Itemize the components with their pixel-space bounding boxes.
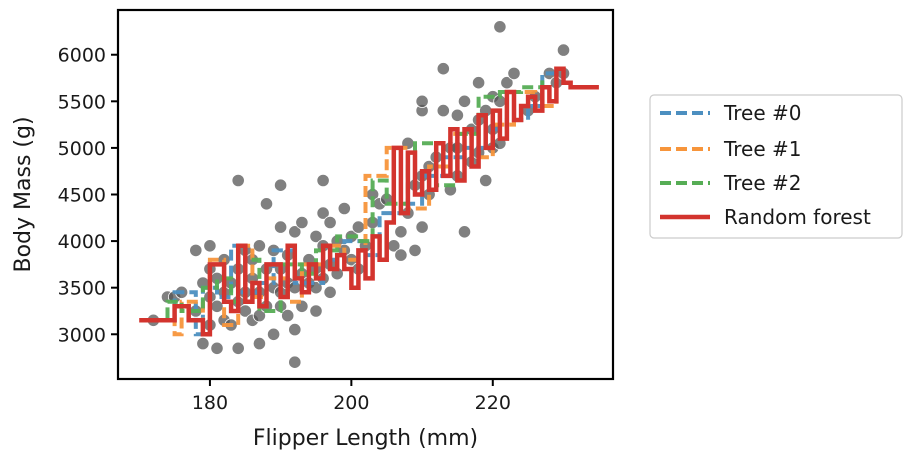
x-tick-label: 180: [192, 392, 228, 414]
legend-entry-tree-0: Tree #0: [723, 101, 802, 125]
y-axis-label: Body Mass (g): [11, 116, 36, 272]
scatter-point: [309, 229, 323, 243]
scatter-point: [337, 201, 351, 216]
scatter-point: [394, 248, 408, 262]
scatter-point: [231, 173, 245, 188]
y-tick-label: 4000: [58, 231, 106, 253]
x-axis: 180 200 220: [192, 379, 511, 414]
legend-entry-tree-2: Tree #2: [723, 171, 802, 195]
series-line-tree-2: [153, 78, 545, 323]
scatter-point: [457, 225, 472, 239]
scatter-point: [394, 225, 408, 239]
scatter-point: [415, 220, 429, 234]
scatter-point: [316, 206, 330, 220]
scatter-point: [266, 327, 281, 341]
scatter-point: [273, 220, 288, 234]
scatter-point: [479, 173, 493, 188]
y-tick-label: 5500: [58, 91, 106, 113]
scatter-point: [507, 66, 521, 81]
scatter-point: [288, 322, 302, 337]
scatter-point: [210, 341, 224, 355]
scatter-point: [556, 43, 571, 57]
series-lines: [139, 66, 599, 337]
scatter-point: [231, 341, 245, 355]
scatter-point: [436, 62, 450, 76]
scatter-point: [259, 197, 274, 211]
scatter-point: [493, 20, 507, 34]
series-line-random-forest: [139, 66, 599, 337]
scatter-point: [351, 220, 365, 234]
y-tick-label: 3500: [58, 278, 106, 300]
scatter-point: [457, 94, 472, 108]
scatter-point: [436, 104, 450, 118]
scatter-point: [316, 173, 330, 188]
scatter-point: [323, 285, 337, 299]
legend-box: [649, 94, 903, 239]
scatter-point: [408, 243, 422, 257]
y-tick-label: 3000: [58, 324, 106, 346]
y-tick-label: 5000: [58, 138, 106, 160]
legend: Tree #0 Tree #1 Tree #2 Random forest: [649, 94, 903, 239]
scatter-point: [450, 108, 464, 122]
x-tick-label: 200: [333, 392, 369, 414]
y-axis: 3000 3500 4000 4500 5000 5500 6000: [58, 45, 118, 346]
scatter-point: [415, 94, 429, 108]
scatter-point: [252, 239, 266, 253]
scatter-point: [210, 299, 224, 313]
scatter-point: [288, 355, 302, 369]
y-tick-label: 4500: [58, 185, 106, 207]
scatter-point: [273, 178, 288, 192]
scatter-point: [295, 215, 309, 230]
legend-entry-tree-1: Tree #1: [723, 137, 802, 161]
scatter-point: [309, 304, 323, 318]
scatter-point: [281, 308, 295, 323]
scatter-point: [252, 336, 266, 351]
scatter-point: [196, 336, 210, 351]
scatter-point: [323, 215, 337, 230]
legend-entry-random-forest: Random forest: [724, 205, 871, 229]
scatter-point: [288, 225, 302, 239]
scatter-point: [203, 239, 217, 253]
scatter-point: [189, 243, 203, 257]
scatter-point: [500, 76, 514, 90]
scatter-point: [471, 76, 486, 90]
y-tick-label: 6000: [58, 45, 106, 67]
x-axis-label: Flipper Length (mm): [253, 426, 478, 451]
x-tick-label: 220: [475, 392, 511, 414]
